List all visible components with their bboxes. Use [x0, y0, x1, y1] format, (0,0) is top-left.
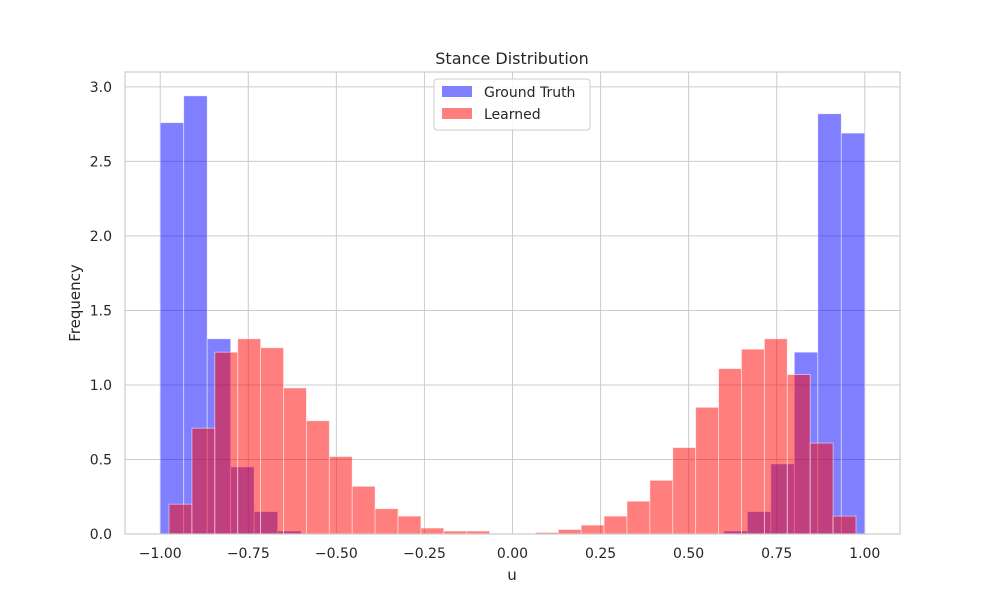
bar-learned	[306, 420, 330, 535]
bar-learned	[741, 348, 765, 535]
bar-learned	[786, 374, 811, 535]
y-tick-label: 2.0	[90, 229, 112, 245]
bar-learned	[695, 406, 719, 535]
x-tick-label: 1.00	[849, 546, 880, 562]
bar-learned	[809, 442, 834, 535]
bar-learned	[214, 351, 239, 535]
legend-box	[433, 78, 591, 131]
bar-learned	[420, 527, 445, 535]
bar-learned	[191, 427, 216, 535]
y-tick-label: 1.5	[90, 303, 112, 319]
bar-learned	[351, 485, 376, 535]
legend-swatch-learned	[442, 108, 472, 119]
y-tick-label: 3.0	[90, 80, 112, 96]
x-tick-label: 0.00	[497, 546, 528, 562]
bar-learned	[557, 529, 582, 535]
y-tick-label: 2.5	[90, 154, 112, 170]
x-tick-label: 0.25	[585, 546, 616, 562]
chart-title: Stance Distribution	[435, 49, 588, 68]
legend-swatch-ground-truth	[442, 86, 472, 97]
histogram-bars	[159, 95, 866, 535]
y-tick-label: 0.0	[90, 527, 112, 543]
legend-label-ground-truth: Ground Truth	[484, 85, 575, 101]
bar-learned	[260, 347, 284, 535]
bar-learned	[397, 515, 422, 535]
x-tick-label: 0.75	[761, 546, 792, 562]
y-tick-label: 0.5	[90, 452, 112, 468]
bar-learned	[603, 515, 628, 535]
x-tick-label: 0.50	[673, 546, 704, 562]
bar-learned	[580, 524, 605, 535]
bar-learned	[328, 456, 353, 535]
bar-learned	[718, 368, 742, 535]
x-tick-labels: −1.00 −0.75 −0.50 −0.25 0.00 0.25 0.50 0.75 1.00	[139, 546, 881, 562]
y-tick-labels: 0.0 0.5 1.0 1.5 2.0 2.5 3.0	[90, 80, 112, 543]
bar-learned	[626, 500, 651, 535]
bar-learned	[374, 508, 399, 535]
x-tick-label: −0.50	[315, 546, 358, 562]
x-axis-label: u	[507, 566, 517, 584]
legend: Ground Truth Learned	[433, 78, 591, 131]
bar-learned	[168, 503, 193, 535]
bar-learned	[649, 479, 674, 535]
y-axis-label: Frequency	[66, 264, 84, 342]
bar-ground-truth	[840, 132, 866, 535]
x-tick-label: −0.75	[227, 546, 270, 562]
bar-learned	[763, 338, 788, 535]
bar-learned	[283, 387, 307, 535]
bar-ground-truth	[159, 122, 185, 535]
bar-learned	[672, 447, 697, 535]
x-tick-label: −1.00	[139, 546, 182, 562]
plot-frame	[124, 71, 901, 535]
y-tick-label: 1.0	[90, 378, 112, 394]
bar-learned	[832, 515, 857, 535]
legend-label-learned: Learned	[484, 107, 541, 123]
bar-learned	[237, 338, 262, 535]
x-tick-label: −0.25	[403, 546, 446, 562]
